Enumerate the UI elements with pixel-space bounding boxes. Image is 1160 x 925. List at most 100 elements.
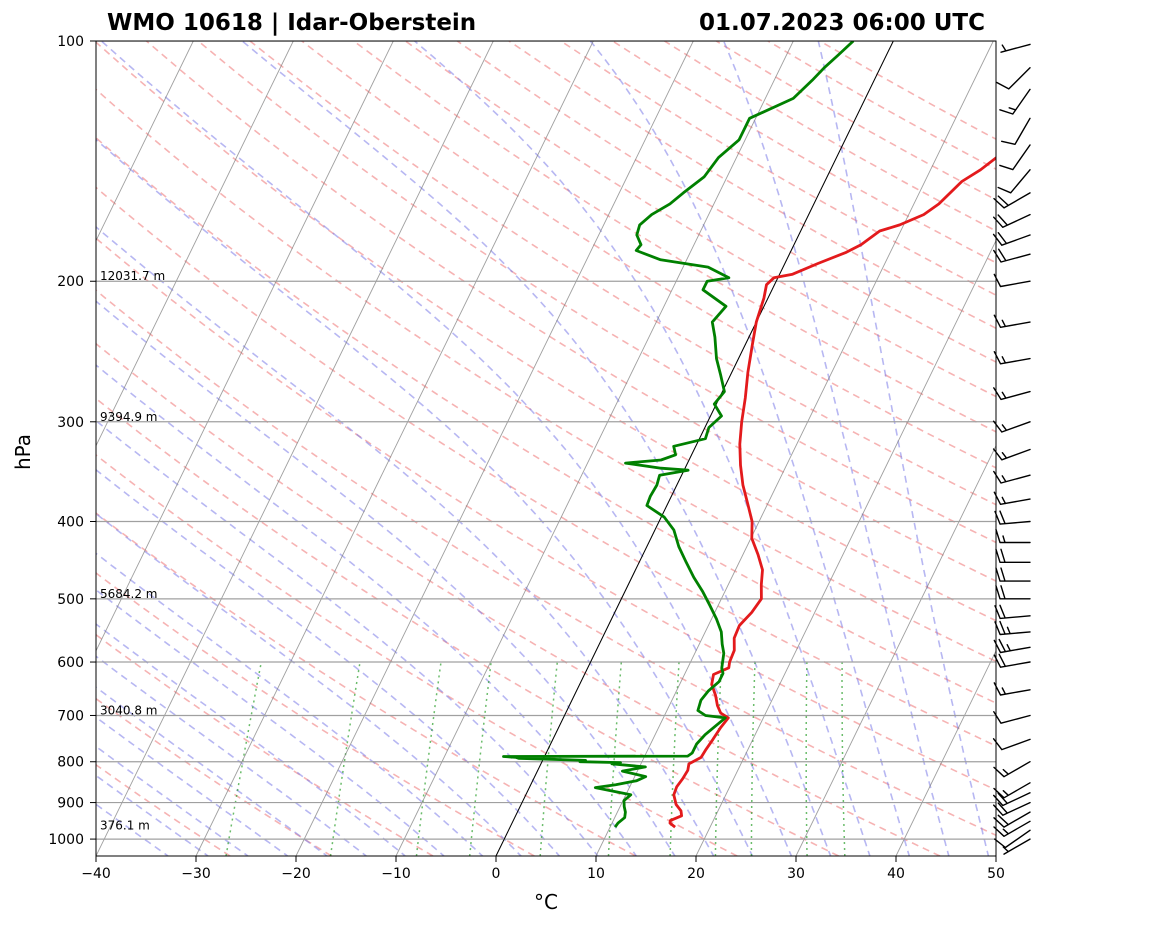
wind-barb [996,67,1031,90]
moist-adiabat [589,41,911,856]
wind-barb [993,192,1031,209]
dry-adiabat [508,41,996,330]
moist-adiabat [817,41,990,856]
x-tick-label: 50 [987,866,1005,882]
wind-barb [993,491,1031,505]
wind-barb [995,548,1031,563]
wind-barb [994,829,1031,849]
isotherm [96,41,194,242]
mixing-ratio-line [805,661,808,856]
wind-barb [993,470,1031,484]
dewpoint-line [502,41,855,828]
y-axis-ticks: 1000 900 800 700 600 500 400 300 200 100 [48,34,96,848]
dry-adiabat [96,512,637,856]
wind-barb [993,820,1031,837]
y-tick-label: 300 [57,415,84,431]
mixing-ratio-line [607,661,623,856]
height-label: 5684.2 m [100,587,158,601]
wind-barb [993,351,1031,365]
isotherm [895,649,996,856]
isotherm [96,41,494,856]
dry-adiabat [96,397,839,856]
moist-adiabat [100,41,793,856]
dry-adiabat [301,41,996,469]
moist-adiabat [96,300,676,856]
x-axis-label: °C [534,890,558,914]
isotherm [295,41,694,856]
y-tick-label: 700 [57,708,84,724]
temperature-line [668,156,996,829]
x-tick-label: 30 [787,866,805,882]
wind-barb [1001,117,1031,145]
height-labels: 376.1 m 3040.8 m 5684.2 m 9394.9 m 12031.7 m [100,269,165,832]
plot-frame [95,40,997,857]
height-label: 376.1 m [100,818,150,832]
y-tick-label: 500 [57,592,84,608]
moist-adiabat [96,745,250,856]
dry-adiabat [96,633,434,856]
height-label: 12031.7 m [100,269,165,283]
wind-barb [993,213,1031,228]
wind-barb [992,448,1031,461]
dry-adiabat [96,289,996,837]
wind-barbs [992,43,1031,855]
moist-adiabat [722,41,950,856]
mixing-ratio-line [841,662,846,856]
mixing-ratio-line [225,661,263,856]
wind-barb [995,567,1031,582]
datetime-title: 01.07.2023 06:00 UTC [699,10,985,36]
wind-barb [997,169,1031,194]
moist-adiabat [96,588,446,856]
moist-adiabat [96,225,715,856]
mixing-ratio-line [539,661,559,856]
isotherm [695,239,996,856]
x-tick-label: −30 [181,866,211,882]
isotherm [995,854,996,856]
dry-adiabat [96,237,996,791]
wind-barb [994,620,1031,636]
isotherm [595,41,994,856]
wind-barb [992,232,1031,246]
profile-lines [502,41,996,829]
dry-adiabat [96,571,535,856]
mixing-ratio-line [750,661,756,856]
y-tick-label: 600 [57,655,84,671]
wind-barb [993,387,1031,401]
x-tick-label: 10 [587,866,605,882]
dry-adiabat [96,763,231,856]
wind-barb [994,604,1031,620]
wind-barb [993,801,1031,816]
moist-adiabat [96,716,289,856]
dry-adiabat [197,41,996,544]
wind-barb [999,88,1031,115]
dry-adiabat [96,454,738,856]
moist-adiabat [96,512,523,856]
isotherm [395,41,794,856]
background-lines [96,41,996,856]
dry-adiabat [560,41,996,297]
moist-adiabat [96,468,561,856]
zero-isotherm [495,41,894,856]
dry-adiabat [145,41,996,582]
dry-adiabat [404,41,996,398]
height-label: 3040.8 m [100,703,158,717]
wind-barb [993,653,1031,668]
isotherm [795,444,996,856]
dry-adiabat [96,136,996,704]
wind-barb [1002,838,1031,855]
x-tick-label: −40 [81,866,111,882]
y-tick-label: 400 [57,514,84,530]
wind-barb [999,144,1031,171]
moist-adiabat [96,138,754,856]
wind-barb [1000,43,1031,53]
moist-adiabat [241,41,832,856]
y-tick-label: 800 [57,755,84,771]
y-tick-label: 1000 [48,832,84,848]
isotherm [195,41,594,856]
wind-barb [993,711,1031,724]
dry-adiabat [96,88,996,663]
y-tick-label: 900 [57,796,84,812]
mixing-ratio-line [415,661,442,856]
wind-barb [992,420,1031,433]
